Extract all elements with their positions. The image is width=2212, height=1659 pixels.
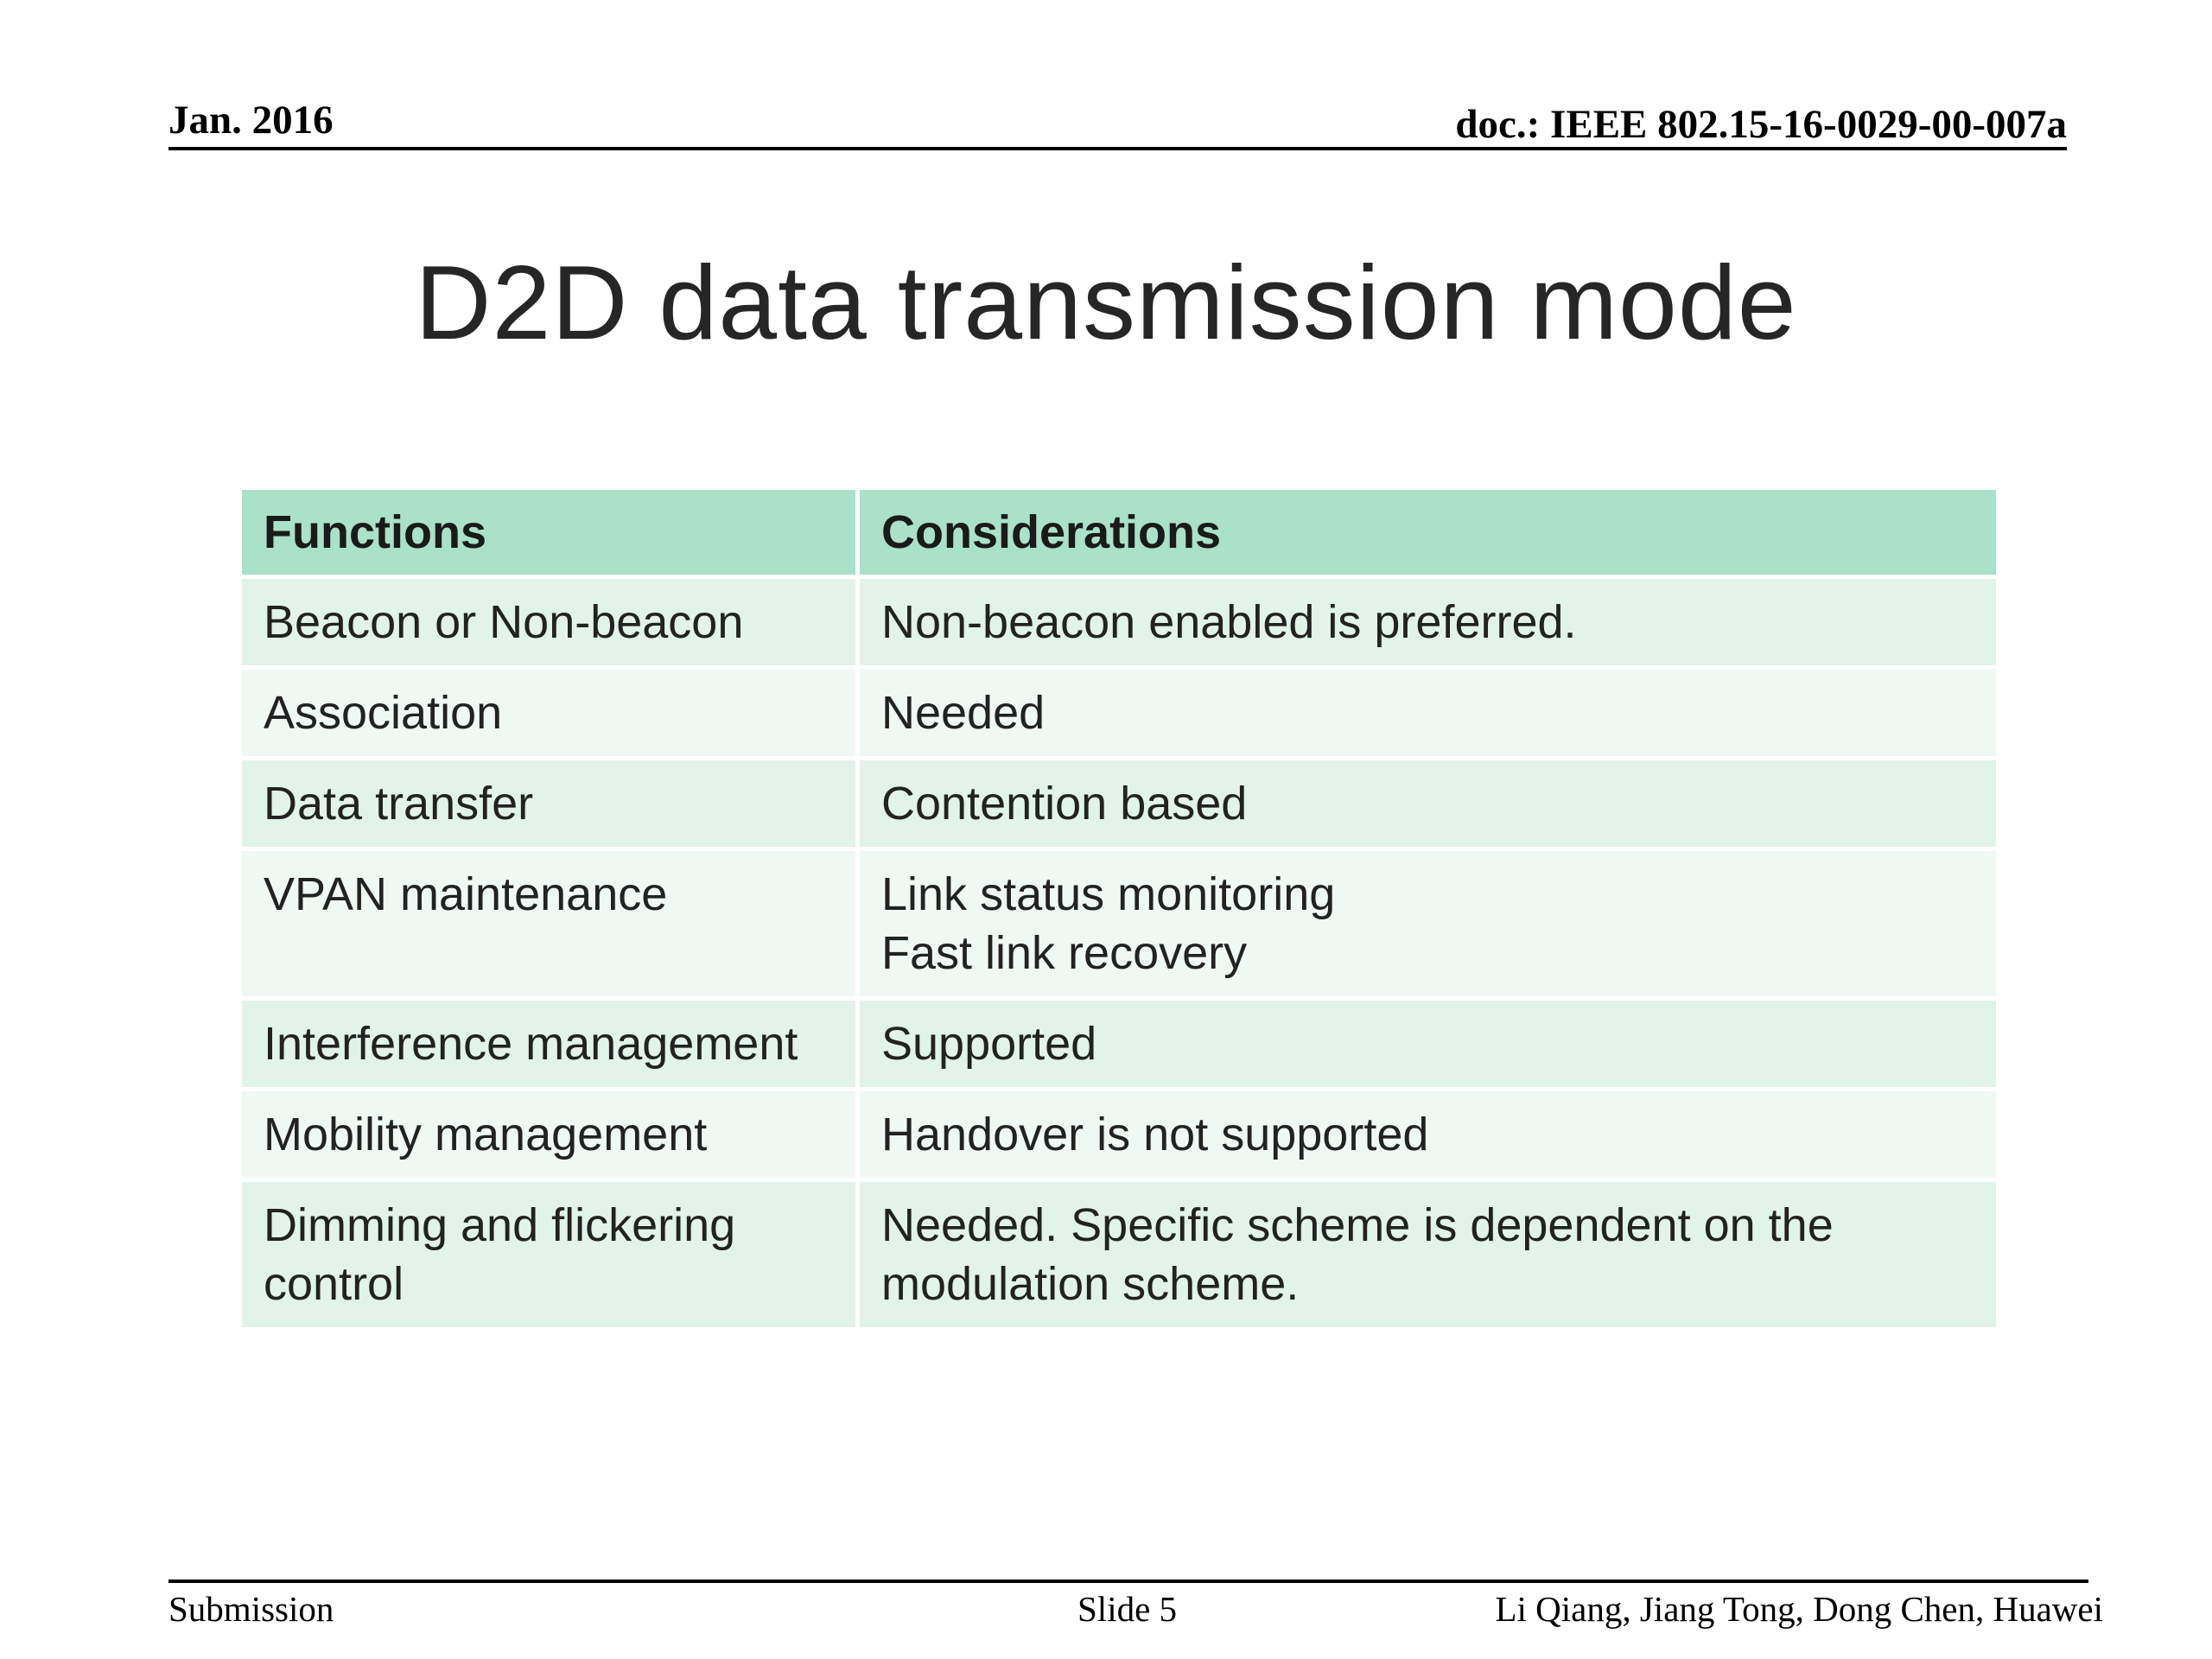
- function-cell: Dimming and flickering control: [238, 1178, 860, 1332]
- column-header-functions: Functions: [238, 486, 860, 579]
- function-cell: Association: [238, 665, 860, 760]
- function-cell: Mobility management: [238, 1087, 860, 1182]
- cell-text: modulation scheme.: [881, 1258, 1300, 1310]
- cell-text: Supported: [881, 1018, 1097, 1070]
- slide-title: D2D data transmission mode: [415, 244, 1797, 361]
- cell-text: VPAN maintenance: [264, 868, 668, 920]
- function-cell: Interference management: [238, 996, 860, 1091]
- consideration-cell: Non-beacon enabled is preferred.: [855, 575, 2000, 670]
- consideration-cell: Link status monitoring Fast link recover…: [855, 847, 2000, 1001]
- cell-text: Contention based: [881, 778, 1248, 830]
- cell-text: Link status monitoring: [881, 868, 1336, 920]
- table-row: Data transfer Contention based: [238, 756, 2000, 851]
- table-row: Dimming and flickering control Needed. S…: [238, 1178, 2000, 1332]
- functions-table: Functions Considerations Beacon or Non-b…: [238, 486, 2000, 1332]
- cell-text: Handover is not supported: [881, 1109, 1429, 1160]
- cell-text: Needed. Specific scheme is dependent on …: [881, 1199, 1834, 1251]
- consideration-cell: Handover is not supported: [855, 1087, 2000, 1182]
- cell-text: Interference management: [264, 1018, 798, 1070]
- table-row: Beacon or Non-beacon Non-beacon enabled …: [238, 575, 2000, 670]
- footer-authors: Li Qiang, Jiang Tong, Dong Chen, Huawei: [1495, 1589, 2103, 1629]
- cell-text: Non-beacon enabled is preferred.: [881, 596, 1577, 648]
- table-row: Association Needed: [238, 665, 2000, 760]
- footer-slide-number: Slide 5: [1077, 1589, 1178, 1629]
- table-row: Mobility management Handover is not supp…: [238, 1087, 2000, 1182]
- function-cell: VPAN maintenance: [238, 847, 860, 1001]
- cell-text: Dimming and flickering: [264, 1199, 736, 1251]
- function-cell: Data transfer: [238, 756, 860, 851]
- cell-text: Needed: [881, 687, 1046, 739]
- header-date: Jan. 2016: [168, 98, 334, 143]
- footer-divider: [168, 1580, 2088, 1583]
- cell-text: Fast link recovery: [881, 927, 1248, 979]
- footer-submission: Submission: [168, 1589, 334, 1629]
- function-cell: Beacon or Non-beacon: [238, 575, 860, 670]
- consideration-cell: Supported: [855, 996, 2000, 1091]
- consideration-cell: Contention based: [855, 756, 2000, 851]
- header-divider: [168, 147, 2067, 150]
- cell-text: Data transfer: [264, 778, 534, 830]
- table-header-row: Functions Considerations: [238, 486, 2000, 579]
- table-row: Interference management Supported: [238, 996, 2000, 1091]
- cell-text: Beacon or Non-beacon: [264, 596, 744, 648]
- cell-text: control: [264, 1258, 404, 1310]
- table-row: VPAN maintenance Link status monitoring …: [238, 847, 2000, 1001]
- consideration-cell: Needed. Specific scheme is dependent on …: [855, 1178, 2000, 1332]
- cell-text: Association: [264, 687, 503, 739]
- header-doc-id: doc.: IEEE 802.15-16-0029-00-007a: [1455, 102, 2067, 147]
- cell-text: Mobility management: [264, 1109, 708, 1160]
- consideration-cell: Needed: [855, 665, 2000, 760]
- column-header-considerations: Considerations: [855, 486, 2000, 579]
